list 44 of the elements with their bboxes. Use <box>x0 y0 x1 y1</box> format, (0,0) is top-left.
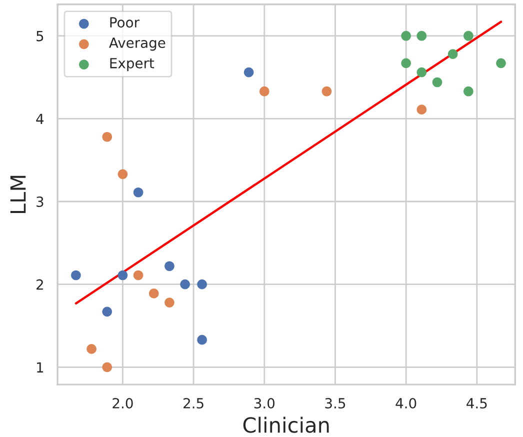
x-tick-label: 2.0 <box>112 398 133 409</box>
x-tick-label: 3.0 <box>254 398 275 409</box>
y-tick-label: 4 <box>36 114 44 124</box>
point <box>432 77 442 88</box>
point <box>102 132 112 142</box>
x-axis-title: Clinician <box>243 416 329 433</box>
point <box>102 306 112 317</box>
y-tick-label: 3 <box>36 196 44 207</box>
point <box>416 67 427 78</box>
y-tick-label: 5 <box>36 30 44 42</box>
point <box>102 362 112 372</box>
point <box>463 30 474 41</box>
y-axis-title: LLM <box>10 176 26 214</box>
x-tick-label: 4.0 <box>396 398 416 409</box>
legend-label: Average <box>109 38 166 51</box>
point <box>164 298 174 308</box>
point <box>401 58 411 68</box>
point <box>244 67 254 78</box>
point <box>71 270 81 280</box>
point <box>463 86 474 96</box>
point <box>118 270 128 280</box>
point <box>133 187 144 198</box>
point <box>148 288 159 298</box>
point <box>496 58 506 68</box>
point <box>133 270 144 280</box>
point <box>164 261 174 272</box>
x-tick-label: 3.5 <box>325 398 346 409</box>
legend-label: Poor <box>110 17 140 28</box>
point <box>401 30 411 41</box>
point <box>180 279 190 290</box>
point <box>448 49 458 59</box>
point <box>197 334 207 345</box>
point <box>118 169 128 180</box>
point <box>86 344 96 354</box>
point <box>322 86 332 96</box>
point <box>197 279 207 290</box>
point <box>259 86 270 96</box>
y-tick-label: 1 <box>37 362 44 372</box>
point <box>416 104 427 114</box>
x-tick-label: 4.5 <box>466 398 487 409</box>
legend-label: Expert <box>110 58 154 72</box>
point <box>416 30 427 41</box>
x-tick-label: 2.5 <box>184 398 204 409</box>
y-tick-label: 2 <box>36 279 43 290</box>
